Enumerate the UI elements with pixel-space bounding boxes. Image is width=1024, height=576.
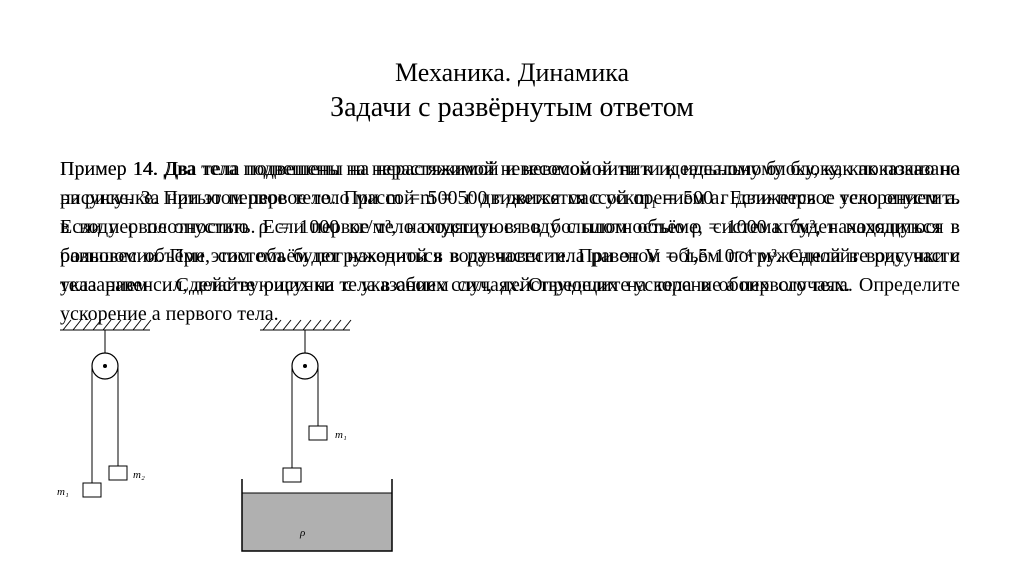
diagram-left: m₁ m₂	[57, 320, 151, 498]
mass-m1-left	[83, 483, 101, 497]
water-vessel: ρ	[242, 479, 392, 551]
mass-m1-right	[283, 468, 301, 482]
pulley-diagrams: m₁ m₂	[55, 318, 475, 568]
problem-text-layer-b: Пример 14. Два тела подвешены на нерастя…	[60, 155, 960, 329]
diagram-right: ρ m₁	[242, 320, 392, 551]
page-title-2: Задачи с развёрнутым ответом	[0, 92, 1024, 124]
pulley-axle-right	[303, 364, 307, 368]
mass-m2-left	[109, 466, 127, 480]
label-m1-right: m₁	[335, 429, 347, 441]
label-m2-left: m₂	[133, 469, 145, 481]
ceiling-hatch-left	[60, 320, 151, 330]
pulley-axle-left	[103, 364, 107, 368]
ceiling-hatch-right	[260, 320, 351, 330]
label-rho: ρ	[299, 527, 305, 539]
page-title-1: Механика. Динамика	[0, 58, 1024, 88]
label-m1-left: m₁	[57, 486, 69, 498]
mass-m2-right	[309, 426, 327, 440]
water-fill	[242, 493, 392, 551]
